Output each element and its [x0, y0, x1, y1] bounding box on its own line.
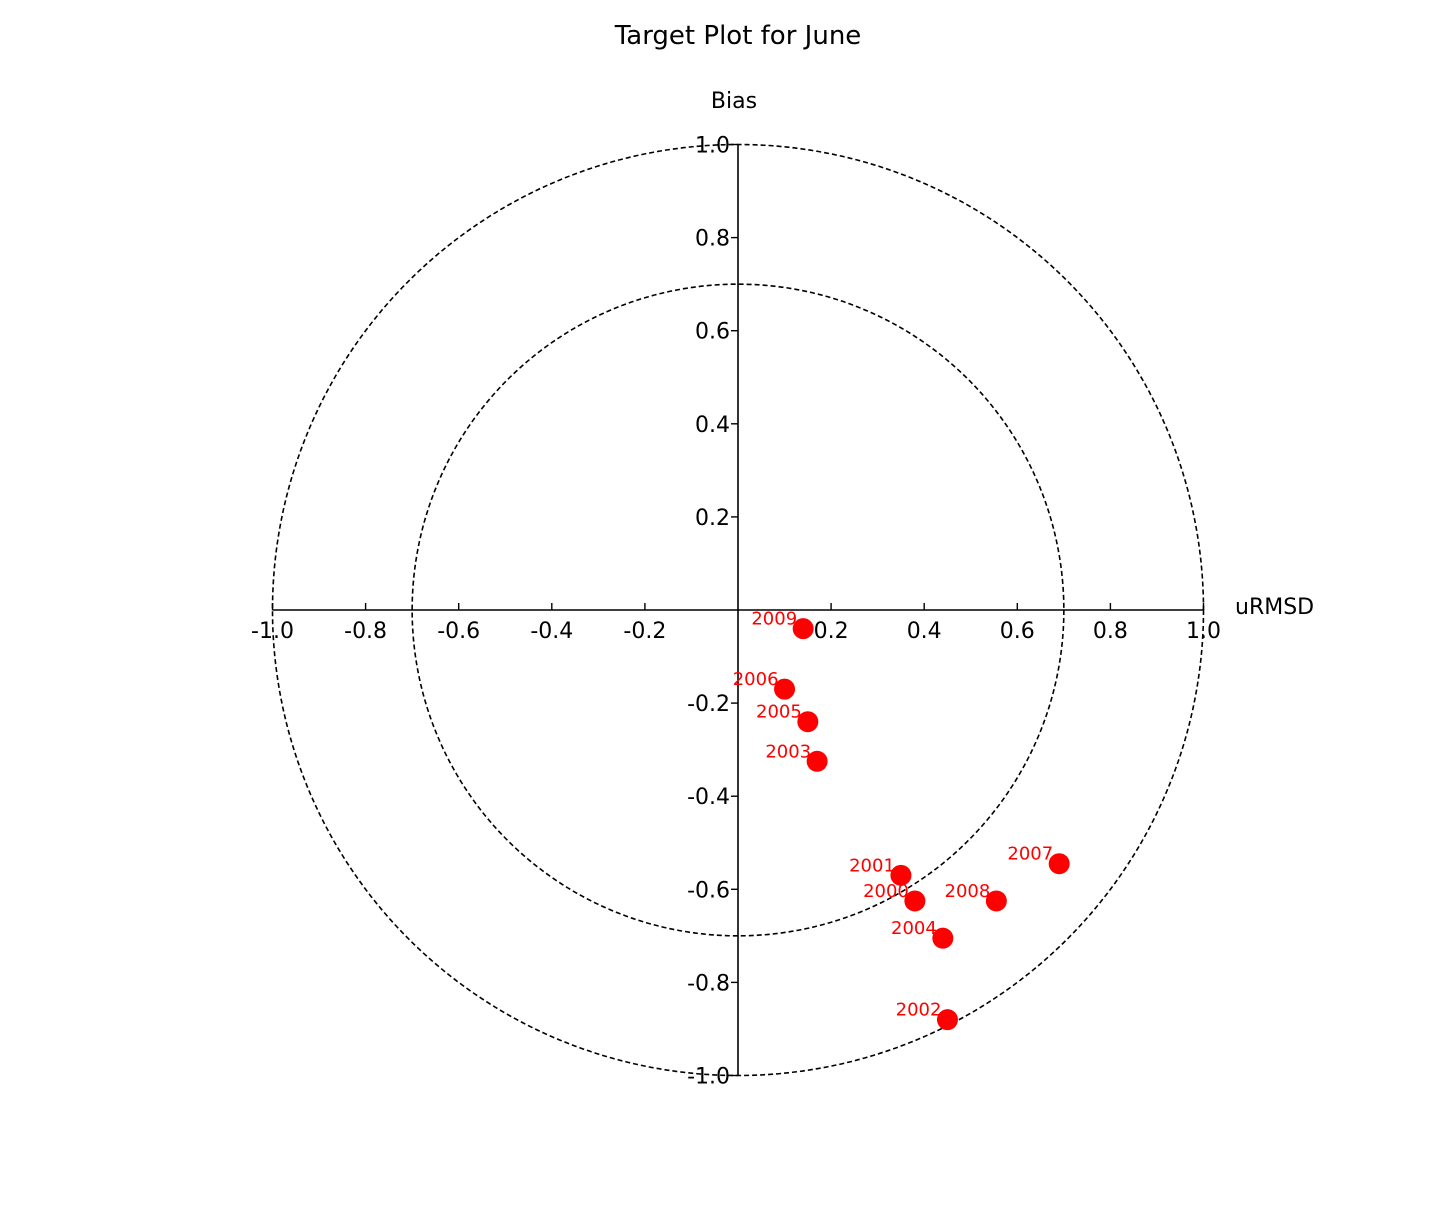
x-axis-label: uRMSD [1235, 595, 1314, 620]
data-point [792, 618, 814, 640]
data-point [1048, 853, 1070, 875]
x-tick-label: 0.6 [1000, 619, 1035, 644]
x-tick-label: -0.8 [344, 619, 387, 644]
y-tick-label: 0.8 [695, 227, 730, 252]
y-tick-label: 1.0 [695, 134, 730, 159]
y-tick-label: -0.6 [687, 878, 730, 903]
data-point-label: 2006 [733, 669, 779, 690]
y-tick-label: -0.4 [687, 785, 730, 810]
data-point-label: 2005 [756, 702, 802, 723]
data-point-label: 2004 [891, 918, 937, 939]
x-tick-label: 0.4 [907, 619, 942, 644]
data-point [774, 678, 796, 700]
y-tick-label: 0.2 [695, 506, 730, 531]
y-tick-label: 0.6 [695, 320, 730, 345]
y-tick-label: -0.8 [687, 971, 730, 996]
data-point-label: 2009 [751, 609, 797, 630]
data-point [890, 864, 912, 886]
y-axis-label: Bias [711, 89, 757, 114]
x-tick-label: -0.2 [623, 619, 666, 644]
data-point [797, 711, 819, 733]
x-tick-label: -0.6 [437, 619, 480, 644]
y-tick-label: -0.2 [687, 692, 730, 717]
data-point [985, 890, 1007, 912]
y-tick-label: -1.0 [687, 1065, 730, 1090]
x-tick-label: 1.0 [1186, 619, 1221, 644]
data-point [932, 927, 954, 949]
data-point [806, 750, 828, 772]
data-point-label: 2001 [849, 855, 895, 876]
x-tick-label: 0.2 [814, 619, 849, 644]
x-tick-label: -0.4 [530, 619, 573, 644]
data-point-label: 2003 [765, 741, 811, 762]
data-point-label: 2007 [1007, 844, 1053, 865]
data-point-label: 2008 [945, 881, 991, 902]
y-tick-label: 0.4 [695, 413, 730, 438]
data-point-label: 2000 [863, 881, 909, 902]
data-point-label: 2002 [896, 1000, 942, 1021]
chart-title: Target Plot for June [614, 21, 862, 51]
x-tick-label: -1.0 [251, 619, 294, 644]
x-tick-label: 0.8 [1093, 619, 1128, 644]
axes: -1.0 -0.8 -0.6 -0.4 -0.2 0.2 0.4 0.6 0.8 1.0 1.0 0.… [251, 134, 1221, 1090]
data-point [936, 1009, 958, 1031]
data-points: 2009 2006 2005 2003 2001 2000 2007 2008 2004 2002 [733, 609, 1070, 1031]
data-point [904, 890, 926, 912]
